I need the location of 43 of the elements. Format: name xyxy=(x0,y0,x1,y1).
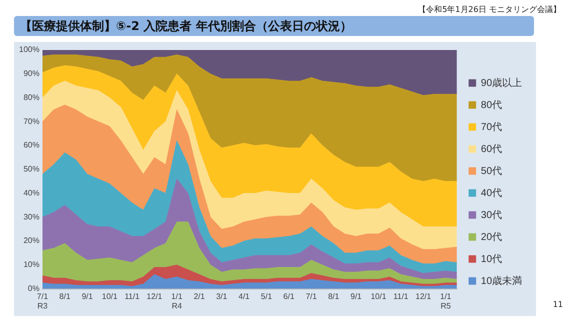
legend-label: 10歳未満 xyxy=(480,274,522,287)
x-tick-label: 3/1 xyxy=(216,292,228,301)
x-tick-label: 1/1 R4 xyxy=(171,292,183,310)
legend-label: 90歳以上 xyxy=(480,76,522,89)
x-tick-label: 2/1 xyxy=(194,292,206,301)
y-tick-label: 50% xyxy=(23,164,40,174)
legend-label: 50代 xyxy=(480,166,502,177)
x-tick-label: 5/1 xyxy=(260,292,273,301)
y-tick-label: 30% xyxy=(23,212,40,222)
y-tick-label: 0% xyxy=(28,284,40,294)
legend-label: 40代 xyxy=(480,188,502,199)
legend-label: 20代 xyxy=(480,232,502,243)
y-tick-label: 40% xyxy=(23,188,40,198)
x-tick-label: 9/1 xyxy=(350,292,362,301)
x-tick-label: 9/1 xyxy=(82,292,94,301)
x-tick-label: 8/1 xyxy=(59,292,71,301)
x-tick-label: 11/1 xyxy=(124,292,140,301)
x-tick-label: 6/1 xyxy=(283,292,295,301)
legend-label: 80代 xyxy=(480,100,502,111)
x-tick-label: 11/1 xyxy=(393,292,409,301)
y-tick-label: 90% xyxy=(23,69,40,78)
x-tick-label: 4/1 xyxy=(238,292,250,301)
x-tick-label: 1/1 R5 xyxy=(440,292,452,310)
x-tick-label: 10/1 xyxy=(370,292,387,301)
legend-label: 70代 xyxy=(480,122,502,133)
y-tick-label: 100% xyxy=(18,45,40,54)
y-tick-label: 60% xyxy=(23,140,40,150)
y-tick-label: 20% xyxy=(23,236,40,246)
legend-label: 30代 xyxy=(480,210,502,221)
text: 【令和5年1月26日 モニタリング会議】 xyxy=(418,4,561,15)
y-tick-label: 80% xyxy=(23,92,40,102)
y-tick-label: 70% xyxy=(23,116,40,126)
y-tick-label: 10% xyxy=(23,260,40,270)
x-tick-label: 12/1 xyxy=(146,292,163,301)
x-tick-label: 7/1 xyxy=(306,292,318,301)
x-tick-label: 12/1 xyxy=(415,292,432,301)
chart-title: 【医療提供体制】⑤-2 入院患者 年代別割合（公表日の状況） xyxy=(14,16,534,36)
legend-label: 60代 xyxy=(480,144,502,155)
x-tick-label: 8/1 xyxy=(328,292,340,301)
x-tick-label: 10/1 xyxy=(102,292,118,301)
text: 11 xyxy=(552,300,563,309)
legend-label: 10代 xyxy=(480,254,502,265)
x-tick-label: 7/1 R3 xyxy=(36,292,49,310)
